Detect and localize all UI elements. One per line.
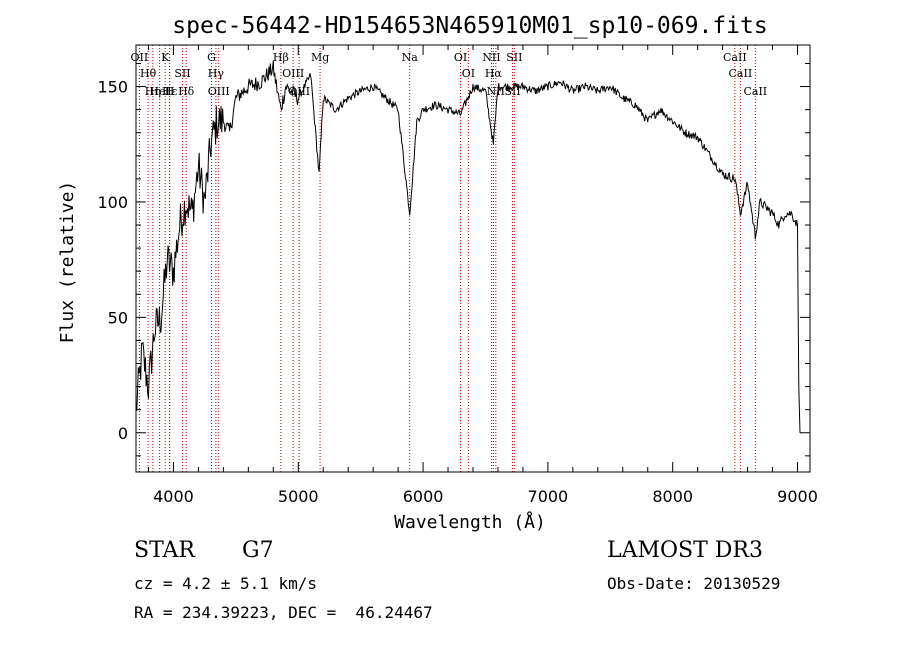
x-tick-label: 6000 bbox=[403, 487, 444, 506]
y-tick-label: 0 bbox=[118, 424, 128, 443]
line-label: NII bbox=[482, 51, 500, 64]
line-label: OII bbox=[131, 51, 149, 64]
plot-frame bbox=[135, 44, 811, 473]
x-tick-label: 7000 bbox=[528, 487, 569, 506]
line-label: G bbox=[207, 51, 216, 64]
line-label: CaII bbox=[743, 85, 767, 98]
line-label: OIII bbox=[208, 85, 230, 98]
line-label: Hα bbox=[485, 67, 503, 80]
line-label: Hβ bbox=[273, 51, 289, 64]
emission-line-markers bbox=[138, 45, 756, 472]
coordinates-readout: RA = 234.39223, DEC = 46.24467 bbox=[134, 603, 433, 622]
redshift-readout: cz = 4.2 ± 5.1 km/s bbox=[134, 574, 318, 593]
axis-ticks: 4000 5000 6000 7000 8000 9000 0 50 100 150 bbox=[97, 45, 818, 506]
obs-date-readout: Obs-Date: 20130529 bbox=[607, 574, 781, 593]
line-label: Hθ bbox=[140, 67, 157, 80]
y-tick-label: 150 bbox=[97, 78, 128, 97]
line-label: Hη bbox=[145, 85, 161, 98]
line-label: OI bbox=[462, 67, 475, 80]
line-label: K bbox=[161, 51, 170, 64]
line-label: Na bbox=[402, 51, 419, 64]
line-label: OI bbox=[454, 51, 467, 64]
x-tick-label: 9000 bbox=[777, 487, 818, 506]
x-tick-label: 8000 bbox=[652, 487, 693, 506]
line-label: SII bbox=[506, 51, 522, 64]
line-label: SII bbox=[504, 85, 520, 98]
object-class: STAR bbox=[134, 538, 195, 563]
line-label: SII bbox=[174, 67, 190, 80]
survey-label: LAMOST DR3 bbox=[607, 538, 763, 563]
line-label: CaII bbox=[729, 67, 753, 80]
line-label: Hε bbox=[162, 85, 178, 98]
y-tick-label: 100 bbox=[97, 193, 128, 212]
line-label: NII bbox=[487, 85, 505, 98]
line-label: HeI bbox=[149, 85, 169, 98]
line-label: CaII bbox=[723, 51, 747, 64]
x-tick-label: 4000 bbox=[153, 487, 194, 506]
spectrum-line bbox=[135, 60, 801, 433]
line-label: Hδ bbox=[178, 85, 195, 98]
y-axis-label: Flux (relative) bbox=[57, 181, 78, 344]
line-label: OIII bbox=[288, 85, 310, 98]
line-label: Mg bbox=[311, 51, 329, 64]
line-label: H bbox=[165, 85, 175, 98]
line-label: Hγ bbox=[208, 67, 225, 80]
x-tick-label: 5000 bbox=[278, 487, 319, 506]
line-label: OIII bbox=[282, 67, 304, 80]
y-tick-label: 50 bbox=[108, 308, 128, 327]
object-subclass: G7 bbox=[242, 538, 274, 563]
x-axis-label: Wavelength (Å) bbox=[394, 511, 546, 533]
chart-title: spec-56442-HD154653N465910M01_sp10-069.f… bbox=[172, 13, 767, 39]
